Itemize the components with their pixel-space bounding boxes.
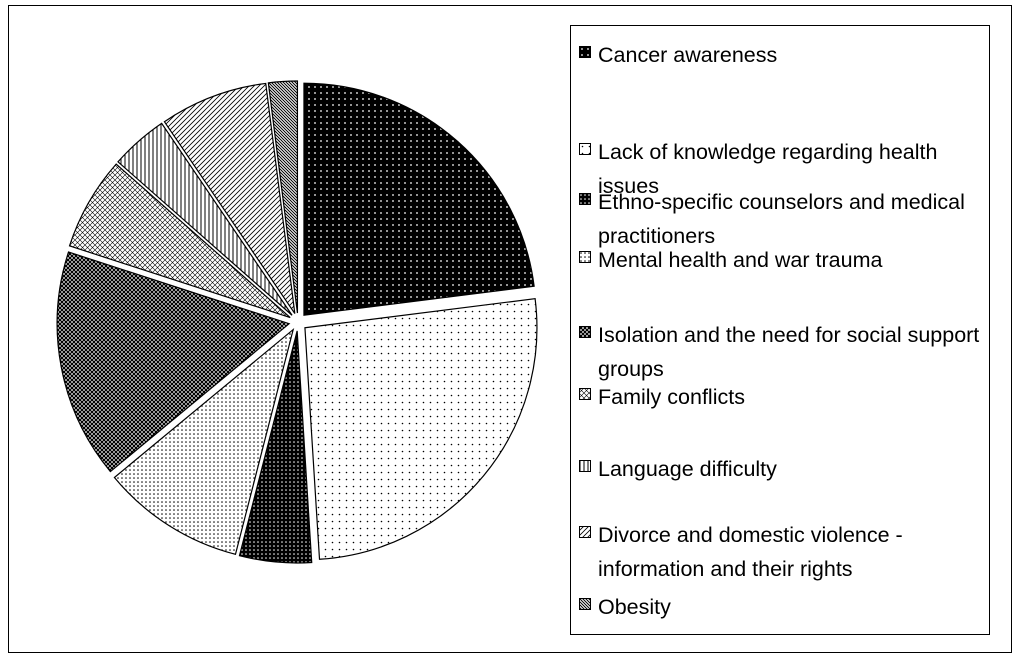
legend-swatch-box — [579, 193, 591, 205]
legend-item: Obesity — [579, 590, 984, 624]
pie-slice — [238, 330, 313, 564]
legend-swatch-box — [579, 598, 591, 610]
legend-label: Family conflicts — [598, 385, 745, 409]
pie-slice — [304, 297, 538, 560]
pie-slice — [163, 82, 296, 314]
legend-swatch — [579, 193, 591, 205]
pie-slice — [68, 163, 291, 319]
legend-swatch — [579, 598, 591, 610]
legend-swatch — [579, 251, 591, 263]
legend-swatch — [579, 143, 591, 155]
legend-label: Isolation and the need for social suppor… — [598, 323, 980, 381]
pie-slice — [117, 122, 293, 316]
legend-swatch — [579, 526, 591, 538]
legend-swatch-box — [579, 326, 591, 338]
legend-item: Isolation and the need for social suppor… — [579, 318, 984, 386]
legend-label: Obesity — [598, 595, 671, 619]
legend-swatch — [579, 388, 591, 400]
pie-slice — [56, 251, 291, 473]
legend-swatch-box — [579, 526, 591, 538]
legend-label: Language difficulty — [598, 457, 777, 481]
legend-swatch — [579, 326, 591, 338]
pie-slice — [303, 82, 535, 316]
pie-slice — [113, 327, 295, 556]
legend-swatch-box — [579, 46, 591, 58]
legend-item: Language difficulty — [579, 452, 984, 486]
legend: Cancer awareness Lack of knowledge regard… — [570, 25, 990, 635]
legend-swatch-box — [579, 251, 591, 263]
legend-label: Lack of knowledge regarding health issue… — [598, 140, 938, 198]
legend-swatch-box — [579, 143, 591, 155]
legend-item: Mental health and war trauma — [579, 243, 984, 277]
legend-item: Cancer awareness — [579, 38, 984, 72]
legend-swatch-box — [579, 460, 591, 472]
legend-swatch — [579, 46, 591, 58]
legend-item: Lack of knowledge regarding health issue… — [579, 135, 984, 203]
chart-frame — [8, 5, 1012, 653]
legend-item: Family conflicts — [579, 380, 984, 414]
legend-swatch-box — [579, 388, 591, 400]
legend-label: Mental health and war trauma — [598, 248, 883, 272]
pie-area — [56, 80, 538, 564]
legend-label: Cancer awareness — [598, 43, 778, 67]
legend-item: Divorce and domestic violence - informat… — [579, 518, 984, 586]
legend-label: Ethno-specific counselors and medical pr… — [598, 190, 965, 248]
legend-label: Divorce and domestic violence - informat… — [598, 523, 903, 581]
legend-swatch — [579, 460, 591, 472]
pie-slice — [267, 80, 299, 314]
legend-item: Ethno-specific counselors and medical pr… — [579, 185, 984, 253]
